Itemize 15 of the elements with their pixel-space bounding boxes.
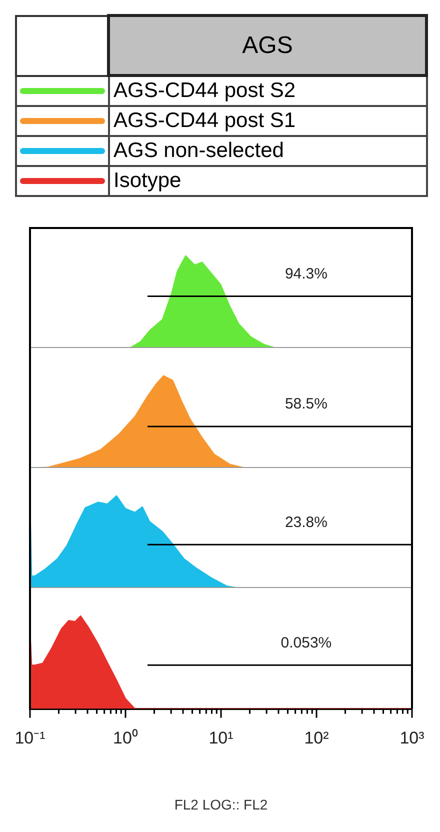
legend-label: AGS-CD44 post S2 bbox=[108, 76, 426, 106]
legend-title: AGS bbox=[108, 16, 426, 76]
x-tick-label: 10¹ bbox=[208, 728, 234, 748]
x-tick-label: 10⁻¹ bbox=[14, 728, 46, 748]
x-axis-title: FL2 LOG:: FL2 bbox=[174, 796, 268, 812]
x-tick-label: 10² bbox=[304, 728, 330, 748]
annotation: 58.5% bbox=[284, 396, 328, 413]
x-tick-label: 10⁰ bbox=[113, 728, 138, 748]
annotation: 23.8% bbox=[284, 514, 328, 531]
annotation: 0.053% bbox=[280, 634, 332, 652]
legend-label: AGS non-selected bbox=[108, 136, 426, 166]
annotation: 94.3% bbox=[284, 265, 328, 282]
x-tick-label: 10³ bbox=[400, 728, 425, 748]
legend-label: Isotype bbox=[108, 166, 426, 196]
legend-label: AGS-CD44 post S1 bbox=[108, 106, 426, 136]
